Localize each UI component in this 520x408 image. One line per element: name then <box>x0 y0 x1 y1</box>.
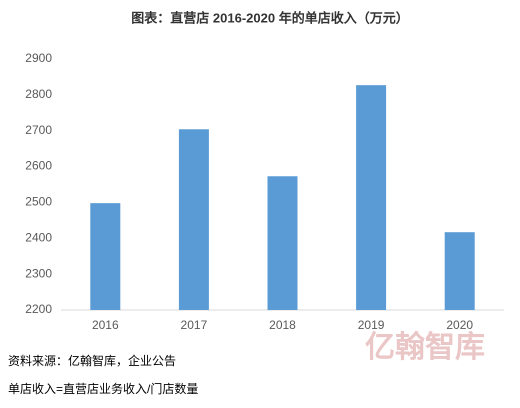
y-tick-label: 2700 <box>25 123 52 137</box>
x-tick-label: 2020 <box>446 318 473 332</box>
x-tick-label: 2017 <box>181 318 208 332</box>
x-tick-label: 2018 <box>269 318 296 332</box>
bar <box>267 176 298 310</box>
source: 资料来源：亿翰智库，企业公告 <box>8 353 176 368</box>
y-tick-label: 2200 <box>25 302 52 316</box>
y-tick-label: 2600 <box>25 159 52 173</box>
bar <box>90 203 121 310</box>
y-tick-label: 2400 <box>25 230 52 244</box>
x-tick-label: 2019 <box>358 318 385 332</box>
chart-title: 图表：直营店 2016-2020 年的单店收入（万元） <box>131 10 408 25</box>
watermark: 亿翰智库 <box>365 330 485 364</box>
bar <box>444 232 475 310</box>
note: 单店收入=直营店业务收入/门店数量 <box>8 381 198 396</box>
y-tick-label: 2900 <box>25 51 52 65</box>
bar <box>356 85 387 310</box>
x-tick-label: 2016 <box>92 318 119 332</box>
y-tick-label: 2300 <box>25 266 52 280</box>
y-tick-label: 2800 <box>25 87 52 101</box>
bar <box>178 129 209 310</box>
y-tick-label: 2500 <box>25 195 52 209</box>
